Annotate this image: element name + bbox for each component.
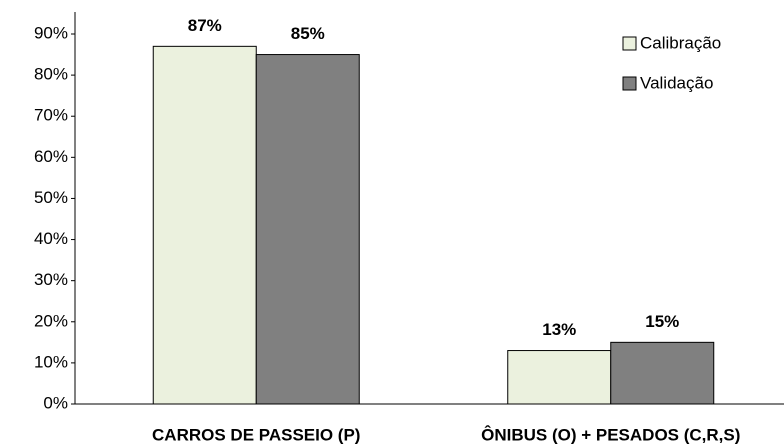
- y-tick-label: 70%: [34, 106, 68, 125]
- bar: [152, 45, 257, 405]
- value-label: 85%: [291, 24, 325, 43]
- value-label: 13%: [542, 320, 576, 339]
- bar: [610, 341, 715, 405]
- x-tick-label: ÔNIBUS (O) + PESADOS (C,R,S): [481, 425, 740, 444]
- bar: [507, 350, 612, 405]
- y-tick-label: 90%: [34, 23, 68, 42]
- legend-label: Calibração: [640, 33, 721, 52]
- legend-swatch: [622, 36, 637, 51]
- y-tick-label: 50%: [34, 188, 68, 207]
- value-label: 87%: [188, 16, 222, 35]
- y-tick-label: 60%: [34, 147, 68, 166]
- value-label: 15%: [645, 312, 679, 331]
- y-tick-label: 20%: [34, 311, 68, 330]
- y-tick-label: 10%: [34, 352, 68, 371]
- x-tick-label: CARROS DE PASSEIO (P): [152, 425, 360, 444]
- y-tick-label: 0%: [43, 393, 68, 412]
- legend-label: Validação: [640, 73, 713, 92]
- y-tick-label: 30%: [34, 270, 68, 289]
- y-tick-label: 80%: [34, 65, 68, 84]
- bar: [255, 54, 360, 405]
- y-tick-label: 40%: [34, 229, 68, 248]
- legend-swatch: [622, 76, 637, 91]
